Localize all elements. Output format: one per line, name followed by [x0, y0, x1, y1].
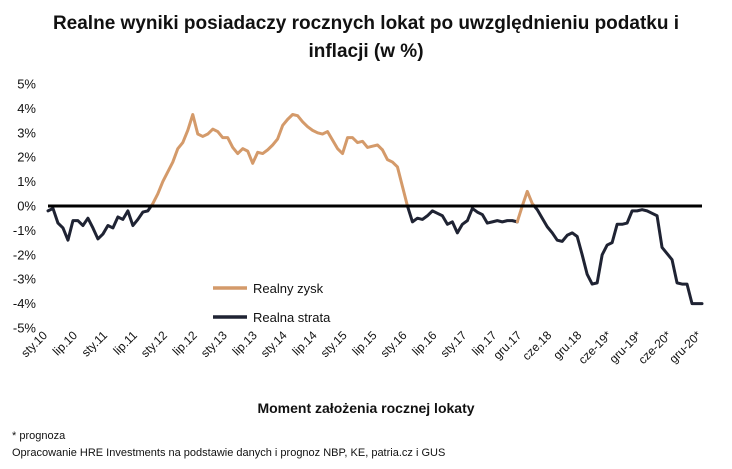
- legend-label: Realna strata: [253, 310, 331, 325]
- x-tick-label: lip.13: [230, 328, 260, 358]
- x-tick-label: sty.15: [318, 328, 350, 360]
- y-tick-label: 0%: [17, 199, 36, 214]
- series-line-loss: [46, 204, 153, 242]
- x-tick-label: lip.15: [349, 328, 379, 358]
- y-tick-label: 4%: [17, 101, 36, 116]
- x-tick-label: lip.10: [50, 328, 80, 358]
- y-tick-label: 2%: [17, 150, 36, 165]
- x-tick-label: cze-19*: [576, 328, 615, 367]
- chart-title: Realne wyniki posiadaczy rocznych lokat …: [0, 10, 732, 66]
- y-tick-label: -2%: [13, 247, 37, 262]
- series-line-loss: [405, 204, 519, 235]
- y-axis: 5% 4% 3% 2% 1% 0% -1% -2% -3% -4% -5%: [13, 77, 37, 336]
- y-tick-label: -1%: [13, 223, 37, 238]
- x-tick-label: cze.18: [519, 328, 554, 363]
- x-tick-label: sty.11: [79, 328, 111, 360]
- y-tick-label: 5%: [17, 77, 36, 92]
- x-tick-label: sty.16: [378, 328, 410, 360]
- x-tick-label: sty.17: [438, 328, 470, 360]
- footnote-source: Opracowanie HRE Investments na podstawie…: [12, 447, 446, 459]
- x-tick-label: lip.11: [110, 328, 140, 358]
- footnote-forecast: * prognoza: [12, 430, 66, 442]
- y-tick-label: -4%: [13, 296, 37, 311]
- x-tick-label: sty.13: [198, 328, 230, 360]
- chart-title-line-2: inflacji (w %): [308, 41, 424, 62]
- x-tick-label: lip.12: [170, 328, 200, 358]
- x-tick-label: gru-20*: [666, 328, 704, 366]
- legend: Realny zysk Realna strata: [213, 281, 331, 325]
- x-tick-label: sty.12: [138, 328, 170, 360]
- x-tick-label: gru.17: [490, 328, 524, 362]
- y-tick-label: 3%: [17, 125, 36, 140]
- series-line-gain: [515, 189, 536, 224]
- x-tick-label: cze-20*: [635, 328, 674, 367]
- x-axis-title: Moment założenia rocznej lokaty: [257, 400, 475, 416]
- series-line-gain: [149, 113, 409, 208]
- y-tick-label: -3%: [13, 272, 37, 287]
- x-tick-label: sty.14: [258, 328, 290, 360]
- y-tick-label: -5%: [13, 321, 37, 336]
- x-tick-label: lip.14: [290, 328, 320, 358]
- series-line-loss: [532, 204, 704, 306]
- x-tick-label: lip.16: [409, 328, 439, 358]
- y-tick-label: 1%: [17, 174, 36, 189]
- series-lines: [46, 113, 704, 306]
- legend-label: Realny zysk: [253, 281, 324, 296]
- chart-title-line-1: Realne wyniki posiadaczy rocznych lokat …: [52, 13, 680, 34]
